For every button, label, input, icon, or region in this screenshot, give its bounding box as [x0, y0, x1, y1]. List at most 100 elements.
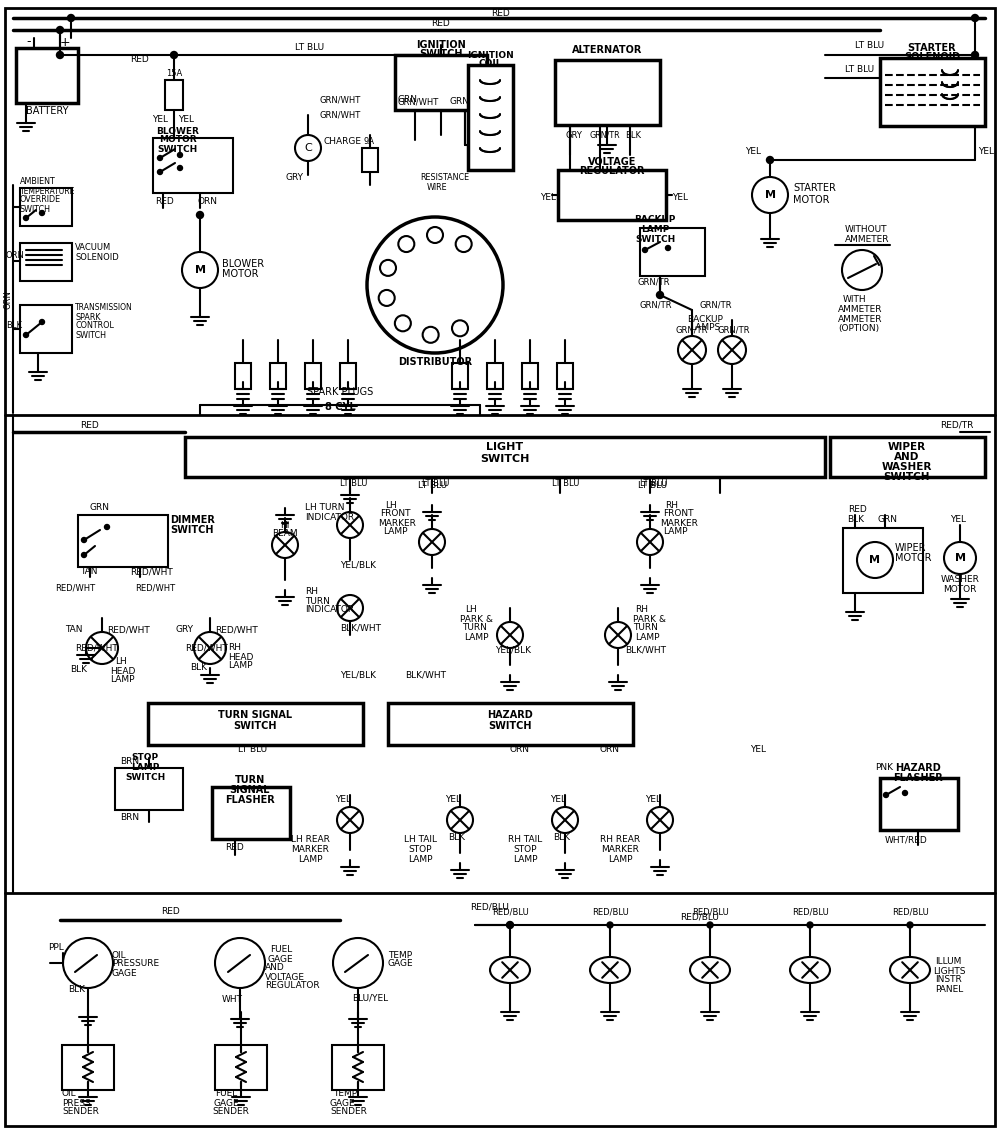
Text: SPARK: SPARK: [75, 312, 100, 321]
Text: HEAD: HEAD: [228, 653, 253, 662]
Text: GRN/WHT: GRN/WHT: [320, 111, 361, 120]
Text: OVERRIDE: OVERRIDE: [20, 196, 61, 205]
Circle shape: [82, 537, 87, 543]
Text: RH: RH: [228, 644, 241, 653]
Text: BLK: BLK: [6, 320, 22, 329]
Text: SPARK PLUGS: SPARK PLUGS: [307, 387, 373, 397]
Bar: [362, 148, 378, 172]
Text: BLK: BLK: [625, 130, 641, 139]
Text: GRN/TR: GRN/TR: [700, 301, 732, 310]
Text: STARTER: STARTER: [908, 43, 956, 53]
Text: YEL: YEL: [978, 147, 994, 156]
Text: GRN/WHT: GRN/WHT: [320, 95, 361, 104]
Circle shape: [452, 320, 468, 336]
Text: M: M: [870, 555, 881, 566]
Text: M: M: [954, 553, 966, 563]
Text: WHT: WHT: [222, 995, 243, 1004]
Text: MOTOR: MOTOR: [159, 136, 197, 145]
Text: LT BLU: LT BLU: [855, 41, 884, 50]
Text: LAMP: LAMP: [635, 632, 660, 641]
Text: AMBIENT: AMBIENT: [20, 178, 56, 187]
Circle shape: [423, 327, 439, 343]
Text: WIPER: WIPER: [895, 543, 926, 553]
Circle shape: [158, 170, 162, 174]
Text: STOP: STOP: [513, 846, 537, 855]
Text: RED/WHT: RED/WHT: [185, 644, 228, 653]
Text: GRN/TR: GRN/TR: [718, 326, 750, 335]
Text: ORN: ORN: [6, 251, 25, 260]
Bar: [305, 363, 321, 389]
Text: WITH: WITH: [843, 295, 867, 304]
Text: PRESS: PRESS: [62, 1098, 91, 1107]
Text: GRN: GRN: [449, 97, 469, 106]
Circle shape: [194, 632, 226, 664]
Text: LH: LH: [385, 501, 397, 509]
Circle shape: [56, 26, 64, 34]
Text: MOTOR: MOTOR: [895, 553, 932, 563]
Text: GRN/TR: GRN/TR: [638, 277, 670, 286]
Bar: [395, 55, 487, 110]
Text: (OPTION): (OPTION): [838, 325, 879, 334]
Text: GRN/TR: GRN/TR: [590, 130, 621, 139]
Text: GRN: GRN: [90, 503, 110, 512]
Text: GAGE: GAGE: [268, 955, 294, 964]
Text: LAMP: LAMP: [513, 855, 537, 864]
Text: FRONT: FRONT: [380, 509, 411, 518]
Bar: [185, 437, 825, 477]
Text: YEL: YEL: [645, 795, 661, 804]
Text: RED/BLU: RED/BLU: [470, 903, 509, 912]
Text: SWITCH: SWITCH: [480, 454, 530, 464]
Circle shape: [196, 211, 204, 218]
Circle shape: [656, 292, 664, 299]
Text: LIGHTS: LIGHTS: [933, 967, 966, 976]
Text: YEL: YEL: [950, 516, 966, 525]
Text: YEL: YEL: [335, 795, 351, 804]
Text: TURN: TURN: [462, 623, 487, 632]
Text: OIL: OIL: [112, 950, 127, 959]
Text: LH: LH: [465, 605, 477, 614]
Circle shape: [427, 227, 443, 243]
Circle shape: [68, 15, 74, 21]
Text: LAMPS: LAMPS: [690, 323, 720, 333]
Text: TAN: TAN: [80, 568, 98, 577]
Text: WASHER: WASHER: [882, 461, 932, 472]
Text: BLU/YEL: BLU/YEL: [352, 993, 388, 1002]
Circle shape: [272, 532, 298, 558]
Circle shape: [215, 938, 265, 988]
Text: HAZARD: HAZARD: [895, 763, 941, 772]
Text: HEAD: HEAD: [110, 666, 135, 675]
Text: PPL: PPL: [48, 943, 64, 952]
Text: LT BLU: LT BLU: [238, 745, 267, 754]
Text: YEL/BLK: YEL/BLK: [340, 561, 376, 570]
Text: WIRE: WIRE: [427, 182, 448, 191]
Bar: [880, 778, 958, 830]
Bar: [843, 528, 923, 593]
Text: AND: AND: [894, 452, 920, 461]
Text: RED/TR: RED/TR: [940, 421, 973, 430]
Bar: [388, 703, 633, 745]
Text: PARK &: PARK &: [460, 614, 493, 623]
Circle shape: [158, 155, 162, 161]
Text: ILLUM: ILLUM: [935, 958, 961, 967]
Text: YEL/BLK: YEL/BLK: [340, 671, 376, 680]
Text: GRN/TR: GRN/TR: [675, 326, 708, 335]
Text: PARK &: PARK &: [633, 614, 666, 623]
Text: LIGHT: LIGHT: [486, 442, 524, 452]
Circle shape: [642, 248, 648, 252]
Bar: [153, 138, 233, 193]
Text: SWITCH: SWITCH: [884, 472, 930, 482]
Text: OIL: OIL: [62, 1089, 77, 1098]
Bar: [557, 363, 573, 389]
Circle shape: [842, 250, 882, 290]
Text: LT BLU: LT BLU: [295, 43, 325, 52]
Text: RED: RED: [491, 9, 509, 17]
Ellipse shape: [890, 957, 930, 983]
Text: -: -: [27, 35, 31, 49]
Circle shape: [605, 622, 631, 648]
Text: BRN: BRN: [120, 758, 139, 767]
Text: MOTOR: MOTOR: [793, 195, 830, 205]
Ellipse shape: [790, 957, 830, 983]
Text: ORN: ORN: [510, 745, 530, 754]
Text: BLK/WHT: BLK/WHT: [405, 671, 446, 680]
Text: PNK: PNK: [875, 763, 893, 772]
